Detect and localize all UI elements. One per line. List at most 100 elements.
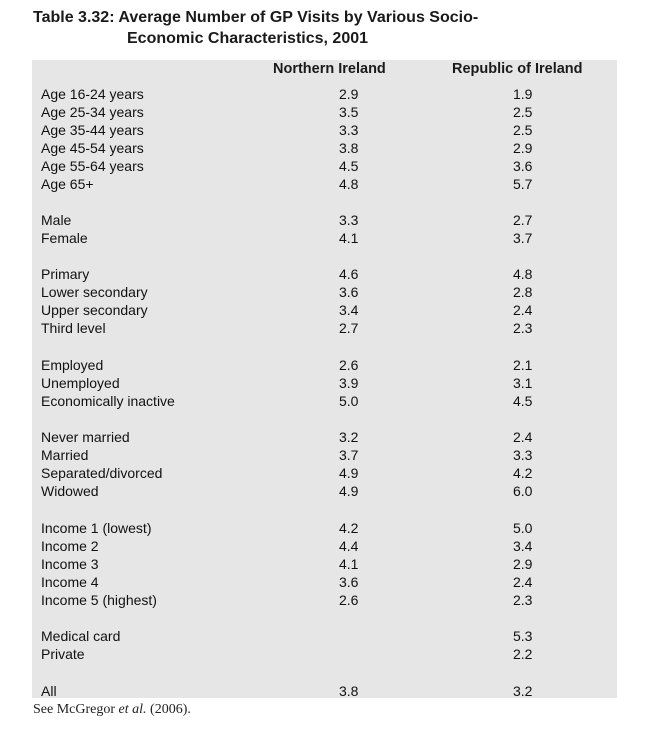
cell-republic-of-ireland: 2.8 xyxy=(513,284,533,300)
cell-republic-of-ireland: 2.3 xyxy=(513,320,533,336)
cell-northern-ireland: 4.9 xyxy=(339,483,359,499)
cell-republic-of-ireland: 3.7 xyxy=(513,230,533,246)
cell-northern-ireland: 3.2 xyxy=(339,429,359,445)
source-note: See McGregor et al. (2006). xyxy=(33,702,191,718)
row-label: Income 1 (lowest) xyxy=(41,520,152,536)
table-caption: Table 3.32: Average Number of GP Visits … xyxy=(33,7,593,49)
row-label: Primary xyxy=(41,266,90,282)
cell-republic-of-ireland: 1.9 xyxy=(513,86,533,102)
cell-northern-ireland: 4.1 xyxy=(339,556,359,572)
cell-republic-of-ireland: 2.9 xyxy=(513,140,533,156)
cell-republic-of-ireland: 5.0 xyxy=(513,520,533,536)
column-header-northern-ireland: Northern Ireland xyxy=(273,61,386,77)
row-label: Income 2 xyxy=(41,538,99,554)
cell-northern-ireland: 5.0 xyxy=(339,393,359,409)
cell-republic-of-ireland: 4.2 xyxy=(513,465,533,481)
table-row: Widowed 4.9 6.0 xyxy=(41,482,601,500)
cell-republic-of-ireland: 2.3 xyxy=(513,592,533,608)
row-label: Income 4 xyxy=(41,574,99,590)
cell-republic-of-ireland: 5.7 xyxy=(513,176,533,192)
table-row: Age 35-44 years 3.3 2.5 xyxy=(41,121,601,139)
table-row: Employed 2.6 2.1 xyxy=(41,356,601,374)
row-label: Income 5 (highest) xyxy=(41,592,157,608)
table-row: Unemployed 3.9 3.1 xyxy=(41,374,601,392)
row-label: Economically inactive xyxy=(41,393,175,409)
row-label: Age 55-64 years xyxy=(41,158,144,174)
row-label: Unemployed xyxy=(41,375,120,391)
cell-northern-ireland: 3.8 xyxy=(339,683,359,699)
table-row: All 3.8 3.2 xyxy=(41,682,601,700)
table-row: Married 3.7 3.3 xyxy=(41,446,601,464)
row-label: Medical card xyxy=(41,628,121,644)
table-row: Age 25-34 years 3.5 2.5 xyxy=(41,103,601,121)
cell-northern-ireland: 3.9 xyxy=(339,375,359,391)
row-label: Widowed xyxy=(41,483,99,499)
table-row: Upper secondary 3.4 2.4 xyxy=(41,301,601,319)
cell-northern-ireland: 3.4 xyxy=(339,302,359,318)
row-label: Never married xyxy=(41,429,130,445)
row-label: Age 16-24 years xyxy=(41,86,144,102)
table-row: Age 55-64 years 4.5 3.6 xyxy=(41,157,601,175)
cell-republic-of-ireland: 3.6 xyxy=(513,158,533,174)
source-prefix: See McGregor xyxy=(33,702,119,717)
row-label: All xyxy=(41,683,57,699)
cell-republic-of-ireland: 2.9 xyxy=(513,556,533,572)
row-label: Age 65+ xyxy=(41,176,94,192)
cell-republic-of-ireland: 6.0 xyxy=(513,483,533,499)
caption-line-2: Economic Characteristics, 2001 xyxy=(127,30,369,47)
row-label: Third level xyxy=(41,320,106,336)
source-italic: et al. xyxy=(118,702,147,717)
cell-republic-of-ireland: 5.3 xyxy=(513,628,533,644)
row-label: Age 25-34 years xyxy=(41,104,144,120)
caption-line-1: Table 3.32: Average Number of GP Visits … xyxy=(33,9,479,26)
source-suffix: (2006). xyxy=(146,702,191,717)
table-row: Age 16-24 years 2.9 1.9 xyxy=(41,85,601,103)
cell-republic-of-ireland: 2.5 xyxy=(513,122,533,138)
table-row: Income 4 3.6 2.4 xyxy=(41,573,601,591)
table-row: Third level 2.7 2.3 xyxy=(41,319,601,337)
table-row: Female 4.1 3.7 xyxy=(41,229,601,247)
cell-northern-ireland: 3.8 xyxy=(339,140,359,156)
table-row: Separated/divorced 4.9 4.2 xyxy=(41,464,601,482)
row-label: Female xyxy=(41,230,88,246)
cell-northern-ireland: 3.3 xyxy=(339,212,359,228)
cell-republic-of-ireland: 4.8 xyxy=(513,266,533,282)
cell-republic-of-ireland: 3.2 xyxy=(513,683,533,699)
table-row: Primary 4.6 4.8 xyxy=(41,265,601,283)
table-row: Lower secondary 3.6 2.8 xyxy=(41,283,601,301)
cell-northern-ireland: 4.4 xyxy=(339,538,359,554)
cell-northern-ireland: 2.6 xyxy=(339,357,359,373)
row-label: Employed xyxy=(41,357,104,373)
cell-northern-ireland: 3.5 xyxy=(339,104,359,120)
cell-republic-of-ireland: 2.1 xyxy=(513,357,533,373)
table-row: Medical card 5.3 xyxy=(41,627,601,645)
cell-northern-ireland: 4.6 xyxy=(339,266,359,282)
cell-northern-ireland: 2.6 xyxy=(339,592,359,608)
row-label: Male xyxy=(41,212,72,228)
table-row: Never married 3.2 2.4 xyxy=(41,428,601,446)
table-row: Economically inactive 5.0 4.5 xyxy=(41,392,601,410)
cell-republic-of-ireland: 2.2 xyxy=(513,646,533,662)
column-header-republic-of-ireland: Republic of Ireland xyxy=(452,61,583,77)
cell-northern-ireland: 3.7 xyxy=(339,447,359,463)
row-label: Married xyxy=(41,447,89,463)
cell-republic-of-ireland: 3.4 xyxy=(513,538,533,554)
cell-northern-ireland: 3.6 xyxy=(339,284,359,300)
cell-republic-of-ireland: 4.5 xyxy=(513,393,533,409)
cell-republic-of-ireland: 2.4 xyxy=(513,574,533,590)
cell-republic-of-ireland: 2.4 xyxy=(513,429,533,445)
table-row: Income 2 4.4 3.4 xyxy=(41,537,601,555)
cell-northern-ireland: 2.7 xyxy=(339,320,359,336)
cell-republic-of-ireland: 3.1 xyxy=(513,375,533,391)
table-row: Income 1 (lowest) 4.2 5.0 xyxy=(41,519,601,537)
row-label: Income 3 xyxy=(41,556,99,572)
cell-northern-ireland: 2.9 xyxy=(339,86,359,102)
cell-northern-ireland: 4.9 xyxy=(339,465,359,481)
data-table-background xyxy=(32,60,617,698)
cell-northern-ireland: 4.2 xyxy=(339,520,359,536)
row-label: Separated/divorced xyxy=(41,465,163,481)
cell-northern-ireland: 4.1 xyxy=(339,230,359,246)
row-label: Age 45-54 years xyxy=(41,140,144,156)
table-row: Income 3 4.1 2.9 xyxy=(41,555,601,573)
cell-northern-ireland: 3.6 xyxy=(339,574,359,590)
